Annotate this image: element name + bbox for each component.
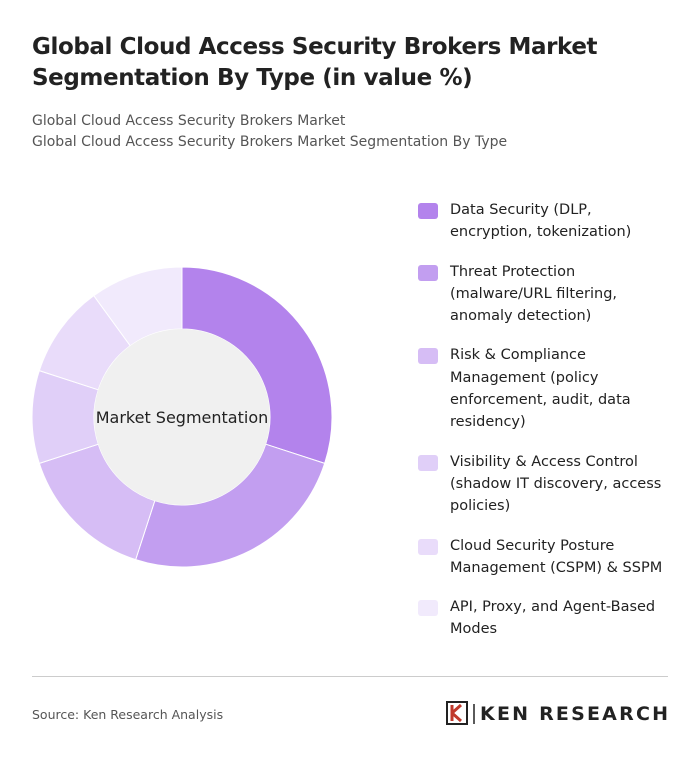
chart-title: Global Cloud Access Security Brokers Mar…	[32, 34, 598, 91]
brand-name: KEN RESEARCH	[480, 703, 668, 725]
legend-label: Cloud Security Posture Management (CSPM)…	[450, 537, 663, 576]
subtitle: Global Cloud Access Security Brokers Mar…	[32, 134, 508, 150]
legend-swatch	[418, 348, 438, 365]
chart: Market Segmentation	[31, 266, 333, 568]
legend-label: Threat Protection (malware/URL filtering…	[450, 263, 618, 325]
legend-item: Cloud Security Posture Management (CSPM)…	[418, 535, 670, 580]
legend-item: Risk & Compliance Management (policy enf…	[418, 344, 670, 433]
source: Source: Ken Research Analysis	[32, 707, 224, 722]
subtitle: Global Cloud Access Security Brokers Mar…	[32, 113, 346, 129]
legend-item: Visibility & Access Control (shadow IT d…	[418, 451, 670, 518]
legend-swatch	[418, 538, 438, 555]
legend-label: Data Security (DLP, encryption, tokeniza…	[450, 202, 632, 241]
logo-icon	[446, 701, 468, 725]
legend-swatch	[418, 454, 438, 471]
center-label: Market Segmentation	[96, 408, 269, 427]
divider	[32, 676, 668, 677]
legend-label: Risk & Compliance Management (policy enf…	[450, 347, 631, 431]
legend-swatch	[418, 203, 438, 219]
legend-item: Threat Protection (malware/URL filtering…	[418, 261, 670, 328]
legend-label: API, Proxy, and Agent-Based Modes	[450, 599, 656, 638]
legend-item: Data Security (DLP, encryption, tokeniza…	[418, 199, 670, 244]
legend-item: API, Proxy, and Agent-Based Modes	[418, 596, 670, 641]
donut-hole	[94, 329, 270, 505]
legend-label: Visibility & Access Control (shadow IT d…	[450, 453, 662, 515]
brand-logo: KEN RESEARCH	[446, 701, 668, 725]
logo-icon	[450, 703, 462, 723]
legend-swatch	[418, 600, 438, 617]
legend: Data Security (DLP, encryption, tokeniza…	[418, 199, 670, 658]
legend-swatch	[418, 264, 438, 281]
